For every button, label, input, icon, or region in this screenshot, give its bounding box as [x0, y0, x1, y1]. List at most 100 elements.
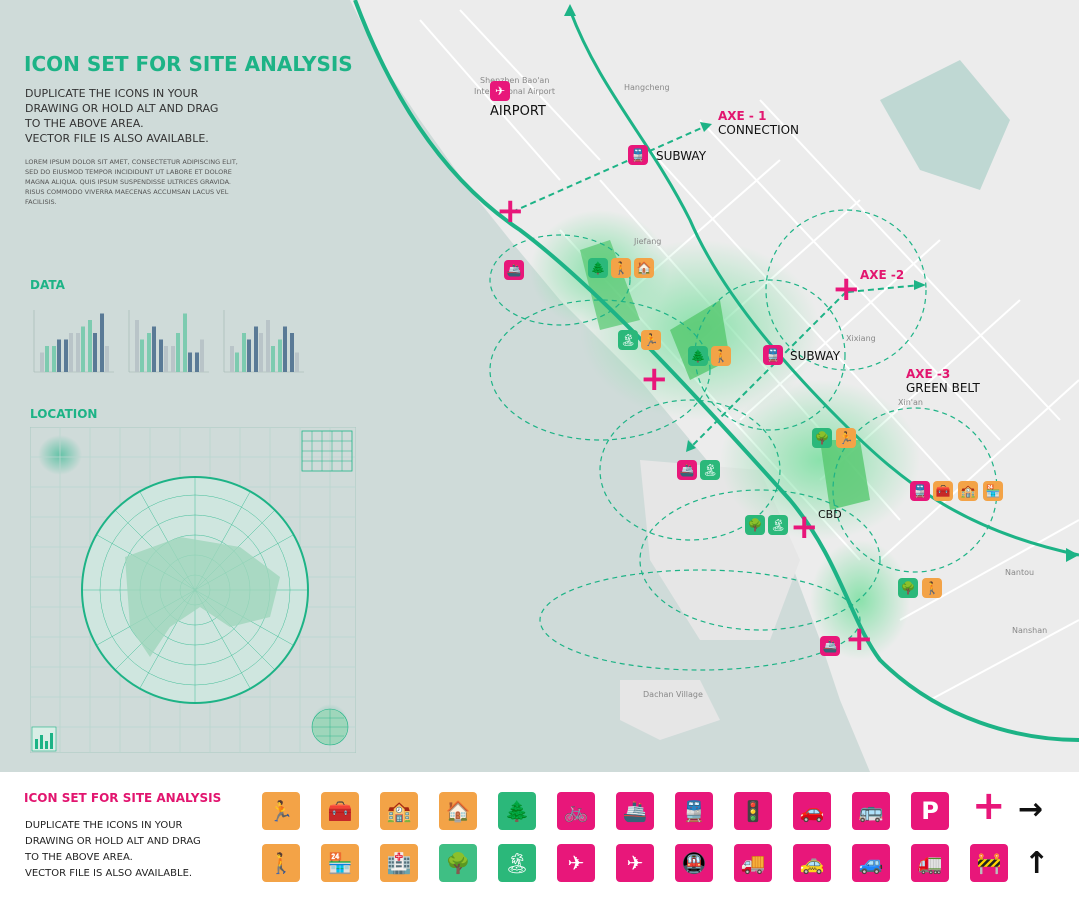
plus-marker[interactable]: + — [790, 507, 819, 547]
arrowhead — [686, 440, 696, 452]
legend-icon[interactable]: 🏠 — [439, 792, 477, 830]
legend-icon[interactable]: 🏫 — [380, 792, 418, 830]
place-label: Xin'an — [898, 398, 923, 407]
legend-icon[interactable]: 🚶 — [262, 844, 300, 882]
bar — [230, 346, 234, 372]
desc-line: DUPLICATE THE ICONS IN YOUR — [25, 820, 183, 831]
ship-icon[interactable]: 🚢 — [820, 636, 840, 656]
panel-desc: DUPLICATE THE ICONS IN YOUR DRAWING OR H… — [25, 86, 218, 146]
bar — [278, 339, 282, 372]
legend-icon[interactable]: 🧰 — [321, 792, 359, 830]
toolbox-icon[interactable]: 🧰 — [933, 481, 953, 501]
bar — [152, 326, 156, 372]
highway-arrow — [564, 4, 576, 16]
park-icon[interactable]: 🌳 — [898, 578, 918, 598]
legend-icon[interactable]: ✈ — [616, 844, 654, 882]
desc-line: TO THE ABOVE AREA. — [25, 117, 144, 130]
run-icon[interactable]: 🏃 — [836, 428, 856, 448]
plus-marker[interactable]: + — [845, 619, 874, 659]
island — [620, 680, 720, 740]
panel-title: ICON SET FOR SITE ANALYSIS — [24, 52, 353, 76]
legend-icon[interactable]: 🏪 — [321, 844, 359, 882]
bar — [195, 352, 199, 372]
tree-icon[interactable]: 🌲 — [588, 258, 608, 278]
legend-icon[interactable]: 🏝 — [498, 844, 536, 882]
axe3-label: AXE -3 — [906, 367, 951, 381]
legend-icon[interactable]: 🏥 — [380, 844, 418, 882]
lorem-line: SED DO EIUSMOD TEMPOR INCIDIDUNT UT LABO… — [25, 168, 232, 176]
legend-icon[interactable]: 🚢 — [616, 792, 654, 830]
beach-icon[interactable]: 🏝 — [768, 515, 788, 535]
legend-icon[interactable]: ✈ — [557, 844, 595, 882]
plus-icon[interactable]: + — [972, 783, 1006, 829]
beach-icon[interactable]: 🏝 — [700, 460, 720, 480]
plus-marker[interactable]: + — [832, 269, 861, 309]
place-label: Dachan Village — [643, 690, 703, 699]
bar — [81, 326, 85, 372]
bar — [69, 333, 73, 372]
walk-icon[interactable]: 🚶 — [611, 258, 631, 278]
arrow-up-icon[interactable]: ↑ — [1024, 846, 1050, 881]
ship-icon[interactable]: 🚢 — [504, 260, 524, 280]
ship-icon[interactable]: 🚢 — [677, 460, 697, 480]
location-globe — [30, 427, 356, 753]
airport-label: AIRPORT — [490, 104, 546, 119]
bar — [283, 326, 287, 372]
bar — [164, 346, 168, 372]
bar — [93, 333, 97, 372]
desc-line: DRAWING OR HOLD ALT AND DRAG — [25, 836, 201, 847]
arrow-right-icon[interactable]: → — [1018, 792, 1044, 827]
bar — [147, 333, 151, 372]
legend-icon[interactable]: 🚇 — [675, 844, 713, 882]
legend-icon[interactable]: 🌳 — [439, 844, 477, 882]
bar — [188, 352, 192, 372]
bar — [88, 320, 92, 372]
bar — [271, 346, 275, 372]
site-map: ICON SET FOR SITE ANALYSIS DUPLICATE THE… — [0, 0, 1079, 772]
legend-icon[interactable]: 🚧 — [970, 844, 1008, 882]
legend-icon[interactable]: 🚚 — [734, 844, 772, 882]
legend-icon[interactable]: 🚕 — [793, 844, 831, 882]
park-icon[interactable]: 🌳 — [812, 428, 832, 448]
bar — [254, 326, 258, 372]
legend-icon[interactable]: 🚙 — [852, 844, 890, 882]
legend-icon[interactable]: 🚆 — [675, 792, 713, 830]
walk-icon[interactable]: 🚶 — [711, 346, 731, 366]
train-icon[interactable]: 🚆 — [763, 345, 783, 365]
place-label: Hangcheng — [624, 83, 670, 92]
school-icon[interactable]: 🏫 — [958, 481, 978, 501]
legend-icon[interactable]: 🏃 — [262, 792, 300, 830]
desc-line: VECTOR FILE IS ALSO AVAILABLE. — [25, 868, 193, 879]
shop-icon[interactable]: 🏪 — [983, 481, 1003, 501]
legend-icon[interactable]: 🚛 — [911, 844, 949, 882]
lorem-line: FACILISIS. — [25, 198, 57, 206]
walk-icon[interactable]: 🚶 — [922, 578, 942, 598]
bar — [135, 320, 139, 372]
legend-icon[interactable]: 🚦 — [734, 792, 772, 830]
tree-icon[interactable]: 🌲 — [688, 346, 708, 366]
lorem-line: MAGNA ALIQUA. QUIS IPSUM SUSPENDISSE ULT… — [25, 178, 231, 186]
highway-arrow — [1066, 548, 1079, 562]
bar — [200, 339, 204, 372]
place-label: Nanshan — [1012, 626, 1048, 635]
bar — [57, 339, 61, 372]
park-icon[interactable]: 🌳 — [745, 515, 765, 535]
plus-marker[interactable]: + — [640, 359, 669, 399]
house-icon[interactable]: 🏠 — [634, 258, 654, 278]
legend-icon[interactable]: 🚗 — [793, 792, 831, 830]
legend-icon[interactable]: 🚲 — [557, 792, 595, 830]
legend-bar: ICON SET FOR SITE ANALYSIS DUPLICATE THE… — [0, 772, 1079, 906]
arrowhead — [700, 122, 712, 132]
bar — [247, 339, 251, 372]
beach-icon[interactable]: 🏝 — [618, 330, 638, 350]
plus-marker[interactable]: + — [496, 191, 525, 231]
lorem-line: LOREM IPSUM DOLOR SIT AMET, CONSECTETUR … — [25, 158, 238, 166]
train-icon[interactable]: 🚆 — [628, 145, 648, 165]
legend-icon[interactable]: 🚌 — [852, 792, 890, 830]
axis-arrows — [511, 125, 921, 449]
legend-icon[interactable]: 🌲 — [498, 792, 536, 830]
train-icon[interactable]: 🚆 — [910, 481, 930, 501]
airplane-icon[interactable]: ✈ — [490, 81, 510, 101]
legend-icon[interactable]: P — [911, 792, 949, 830]
run-icon[interactable]: 🏃 — [641, 330, 661, 350]
